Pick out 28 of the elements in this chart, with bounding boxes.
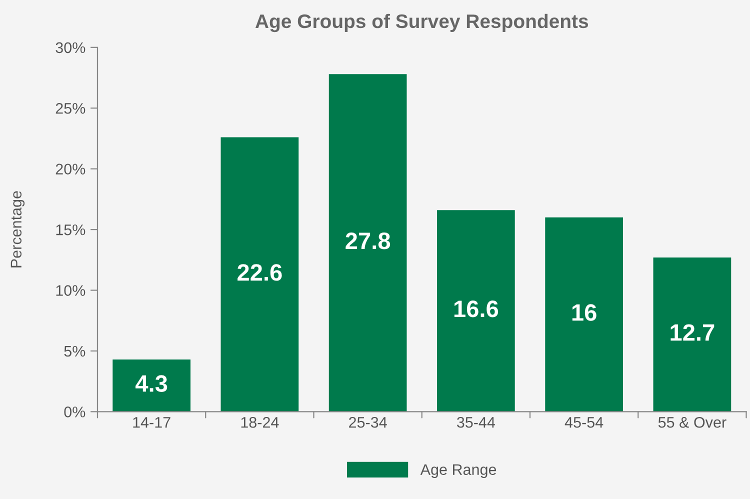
bar [112,359,190,412]
y-tick-label: 20% [56,164,86,175]
x-tick-label: 45-54 [564,417,604,428]
y-tick-label: 5% [64,346,86,357]
data-label: 16.6 [454,300,498,318]
y-axis-title: Percentage [10,191,25,268]
x-tick-label: 55 & Over [658,416,726,428]
y-tick-label: 15% [56,224,86,236]
bar [220,137,299,412]
x-tick-label: 18-24 [241,416,279,428]
bar [328,74,407,412]
y-tick-label: 10% [56,285,86,296]
chart-title: Age Groups of Survey Respondents [255,14,588,32]
data-label: 4.3 [136,375,168,392]
bar [437,210,515,412]
x-tick-label: 14-17 [133,417,170,428]
data-label: 12.7 [670,324,714,341]
data-label: 27.8 [346,232,390,250]
data-label: 16 [572,304,596,321]
x-tick-label: 35-44 [456,416,496,428]
y-tick-label: 30% [56,42,86,54]
y-tick-label: 25% [56,102,86,114]
legend-label: Age Range [420,464,496,478]
data-label: 22.6 [238,264,282,281]
x-tick-label: 25-34 [349,416,387,428]
y-tick-label: 0% [64,406,86,418]
bar [545,217,623,412]
bar [653,257,732,412]
